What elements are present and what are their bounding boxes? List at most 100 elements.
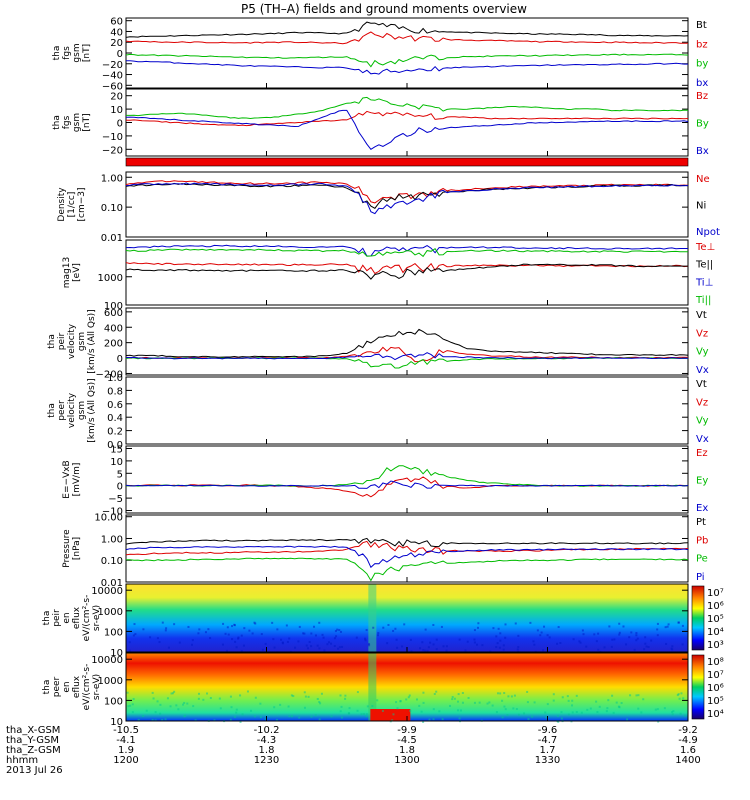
y-tick-label: −20 bbox=[102, 145, 123, 156]
spectrogram-speckle bbox=[297, 640, 299, 642]
spectrogram-speckle bbox=[573, 638, 575, 640]
y-axis-label-line: [km/s (All Qs)] bbox=[87, 309, 97, 373]
y-axis-label-line: mag13 bbox=[62, 257, 72, 288]
spectrogram-speckle bbox=[286, 624, 288, 626]
y-axis-label-line: velocity bbox=[67, 323, 77, 359]
series-line-Vt bbox=[126, 329, 688, 357]
spectrogram-speckle bbox=[133, 698, 135, 700]
spectrogram-speckle bbox=[457, 709, 459, 711]
spectrogram-speckle bbox=[416, 698, 418, 700]
y-axis-label-line: peir bbox=[57, 332, 67, 350]
spectrogram-speckle bbox=[259, 703, 261, 705]
spectrogram-speckle bbox=[396, 647, 398, 649]
spectrogram-speckle bbox=[503, 692, 505, 694]
spectrogram-speckle bbox=[644, 636, 646, 638]
panel-8: 10.001.000.100.01Pressure [nPa]PtPbPePi bbox=[62, 513, 708, 589]
legend-Vy: Vy bbox=[696, 416, 709, 427]
y-tick-label: 10 bbox=[110, 457, 123, 468]
y-axis-label-line: [1/cc] bbox=[67, 192, 77, 218]
y-tick-label: 0.6 bbox=[107, 400, 123, 411]
spectrogram-speckle bbox=[581, 712, 583, 714]
spectrogram-speckle bbox=[317, 645, 319, 647]
spectrogram-speckle bbox=[291, 715, 293, 717]
spectrogram-speckle bbox=[422, 692, 424, 694]
y-axis-label-line: peer bbox=[57, 400, 67, 421]
spectrogram-speckle bbox=[274, 647, 276, 649]
spectrogram-speckle bbox=[305, 696, 307, 698]
spectrogram-speckle bbox=[368, 644, 370, 646]
spectrogram-speckle bbox=[149, 636, 151, 638]
series-line-Ey bbox=[126, 466, 688, 487]
spectrogram-speckle bbox=[642, 698, 644, 700]
y-axis-label-line: tha bbox=[42, 680, 52, 695]
spectrogram-speckle bbox=[436, 639, 438, 641]
spectrogram-speckle bbox=[495, 635, 497, 637]
spectrogram-speckle bbox=[186, 703, 188, 705]
spectrogram-speckle bbox=[192, 705, 194, 707]
y-axis-label-line: eV/(cm²-s- bbox=[82, 595, 92, 642]
spectrogram-speckle bbox=[541, 632, 543, 634]
y-axis-label-line: [mV/m] bbox=[72, 463, 82, 497]
spectrogram-speckle bbox=[127, 705, 129, 707]
spectrogram-speckle bbox=[582, 629, 584, 631]
spectrogram-speckle bbox=[261, 633, 263, 635]
spectrogram-speckle bbox=[503, 649, 505, 651]
colorbar-tick-label: 10⁵ bbox=[707, 696, 724, 707]
footer-value: 1400 bbox=[675, 755, 700, 766]
spectrogram-speckle bbox=[409, 695, 411, 697]
spectrogram-speckle bbox=[429, 719, 431, 721]
colorbar-tick-label: 10⁶ bbox=[707, 601, 724, 612]
y-tick-label: −60 bbox=[102, 81, 123, 92]
spectrogram-speckle bbox=[298, 717, 300, 719]
spectrogram-speckle bbox=[170, 705, 172, 707]
y-tick-label: 5 bbox=[117, 469, 123, 480]
panel-9: 10⁷ 10⁶ 10⁵ 10⁴ 10³ 10000 1000 100 10 tha peir en ef… bbox=[42, 584, 724, 659]
y-tick-label: 0 bbox=[117, 119, 123, 130]
spectrogram-speckle bbox=[504, 623, 506, 625]
series-line-Ez bbox=[126, 477, 688, 497]
spectrogram-speckle bbox=[408, 696, 410, 698]
y-tick-label: 0.4 bbox=[107, 413, 123, 424]
panel-6: 1.00.80.60.40.20.0tha peer velocity gsm [km/… bbox=[47, 373, 709, 451]
spectrogram-speckle bbox=[473, 639, 475, 641]
spectrogram-speckle bbox=[235, 712, 237, 714]
spectrogram-speckle bbox=[657, 623, 659, 625]
y-tick-label: 200 bbox=[104, 339, 123, 350]
spectrogram-speckle bbox=[488, 701, 490, 703]
spectrogram-speckle bbox=[517, 649, 519, 651]
spectrogram-speckle bbox=[382, 627, 384, 629]
spectrogram-speckle bbox=[621, 702, 623, 704]
legend-Bt: Bt bbox=[696, 20, 707, 31]
y-tick-label: 0 bbox=[117, 482, 123, 493]
spectrogram-speckle bbox=[449, 705, 451, 707]
spectrogram-speckle bbox=[276, 628, 278, 630]
spectrogram-speckle bbox=[557, 715, 559, 717]
panel-frame bbox=[126, 515, 688, 582]
spectrogram-speckle bbox=[571, 704, 573, 706]
spectrogram-speckle bbox=[323, 649, 325, 651]
y-axis-label-line: E=−VxB bbox=[62, 460, 72, 498]
spectrogram-speckle bbox=[544, 712, 546, 714]
spectrogram-speckle bbox=[558, 626, 560, 628]
spectrogram-speckle bbox=[585, 646, 587, 648]
spectrogram-speckle bbox=[319, 702, 321, 704]
y-axis-label-line: gsm bbox=[72, 43, 82, 62]
spectrogram-speckle bbox=[409, 710, 411, 712]
spectrogram-speckle bbox=[367, 705, 369, 707]
colorbar-tick-label: 10³ bbox=[707, 640, 724, 651]
spectrogram-speckle bbox=[132, 711, 134, 713]
spectrogram-speckle bbox=[593, 633, 595, 635]
spectrogram-speckle bbox=[571, 700, 573, 702]
y-tick-label: 100 bbox=[104, 696, 123, 707]
legend-Pe: Pe bbox=[696, 554, 708, 565]
spectrogram-speckle bbox=[495, 646, 497, 648]
spectrogram-speckle bbox=[349, 707, 351, 709]
spectrogram-speckle bbox=[568, 700, 570, 702]
spectrogram-speckle bbox=[451, 698, 453, 700]
spectrogram-speckle bbox=[179, 642, 181, 644]
y-axis-label-line: eV/(cm²-s- bbox=[82, 664, 92, 711]
spectrogram-speckle bbox=[664, 707, 666, 709]
y-tick-label: 40 bbox=[110, 27, 123, 38]
spectrogram-speckle bbox=[606, 710, 608, 712]
